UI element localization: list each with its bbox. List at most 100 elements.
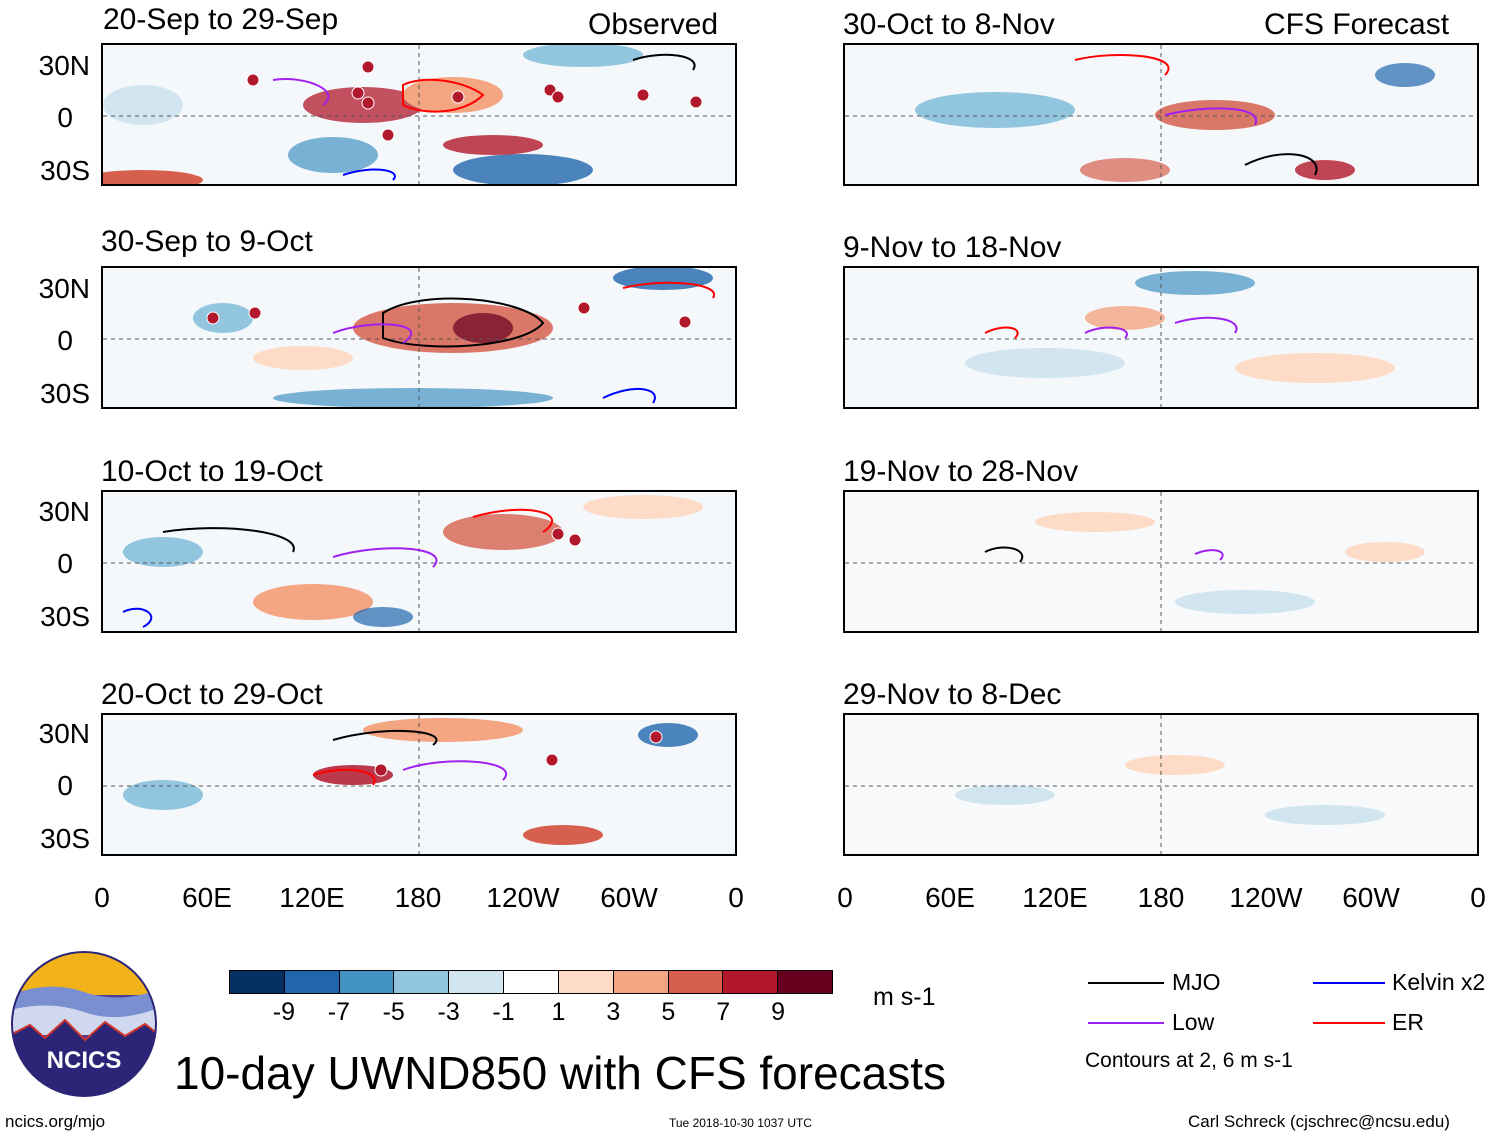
low-contour — [1174, 316, 1238, 334]
colorbar-swatch — [667, 971, 723, 993]
lon-label-60w-left: 60W — [600, 882, 658, 913]
forecast-map-4 — [843, 713, 1479, 856]
kelvin-contour — [122, 607, 153, 628]
storm-marker — [361, 60, 375, 74]
low-contour — [402, 760, 507, 781]
lon-label-60w-right: 60W — [1342, 882, 1400, 913]
lon-label-0-left: 0 — [94, 882, 110, 913]
storm-marker — [451, 90, 465, 104]
kelvin-contour — [342, 168, 396, 181]
mjo-contour — [382, 297, 545, 348]
storm-marker — [361, 96, 375, 110]
wind-anomaly-patch — [1135, 271, 1255, 295]
storm-marker — [248, 306, 262, 320]
observed-map-2 — [101, 266, 737, 409]
lat-label-30n-row3: 30N — [38, 496, 90, 527]
colorbar-tick-label: 1 — [551, 998, 566, 1026]
wind-anomaly-patch — [443, 135, 543, 155]
wind-anomaly-patch — [103, 85, 183, 125]
storm-marker — [568, 533, 582, 547]
colorbar-swatch — [393, 971, 449, 993]
wind-anomaly-patch — [1175, 590, 1315, 614]
low-contour — [332, 323, 413, 344]
colorbar-tick-label: -1 — [492, 998, 515, 1026]
colorbar-swatch — [722, 971, 778, 993]
wind-anomaly-patch — [353, 607, 413, 627]
storm-marker — [206, 311, 220, 325]
lat-label-eq-row1: 0 — [57, 102, 73, 133]
main-title: 10-day UWND850 with CFS forecasts — [174, 1047, 947, 1099]
colorbar-tick-label: -3 — [437, 998, 460, 1026]
lon-label-0-right: 0 — [837, 882, 853, 913]
kelvin-contour — [602, 387, 656, 404]
footer-url[interactable]: ncics.org/mjo — [5, 1112, 106, 1131]
storm-marker — [689, 95, 703, 109]
wind-anomaly-patch — [915, 92, 1075, 128]
wind-anomaly-patch — [965, 348, 1125, 378]
forecast-panel-2-title: 9-Nov to 18-Nov — [843, 231, 1062, 264]
forecast-header: CFS Forecast — [1264, 8, 1450, 41]
lon-label-0-end-left: 0 — [728, 882, 744, 913]
wind-anomaly-patch — [123, 537, 203, 567]
lat-label-eq-row2: 0 — [57, 325, 73, 356]
observed-map-3 — [101, 490, 737, 633]
legend-note: Contours at 2, 6 m s-1 — [1085, 1049, 1293, 1072]
wind-anomaly-patch — [453, 154, 593, 184]
mjo-contour — [984, 546, 1024, 563]
colorbar-swatch — [338, 971, 394, 993]
lon-label-60e-left: 60E — [182, 882, 232, 913]
forecast-map-2 — [843, 266, 1479, 409]
storm-marker — [351, 86, 365, 100]
storm-marker — [678, 315, 692, 329]
forecast-map-3 — [843, 490, 1479, 633]
colorbar-tick-label: -5 — [382, 998, 405, 1026]
wind-anomaly-patch — [583, 495, 703, 519]
observed-header: Observed — [588, 8, 719, 41]
wind-anomaly-patch — [443, 514, 563, 550]
wind-anomaly-patch — [273, 388, 553, 407]
storm-marker — [381, 128, 395, 142]
legend-label-mjo: MJO — [1172, 969, 1221, 995]
wind-anomaly-patch — [1345, 542, 1425, 562]
storm-marker — [551, 527, 565, 541]
wind-anomaly-patch — [123, 780, 203, 810]
colorbar — [229, 970, 833, 994]
lat-label-30s-row3: 30S — [40, 601, 90, 632]
lat-label-eq-row3: 0 — [57, 548, 73, 579]
colorbar-swatch — [557, 971, 613, 993]
observed-panel-2-title: 30-Sep to 9-Oct — [101, 225, 313, 258]
colorbar-swatch — [777, 971, 832, 993]
wind-anomaly-patch — [1235, 353, 1395, 383]
lon-label-120e-right: 120E — [1022, 882, 1088, 913]
colorbar-tick-label: -9 — [272, 998, 296, 1026]
legend-line-er — [1313, 1022, 1385, 1024]
observed-panel-4-title: 20-Oct to 29-Oct — [101, 678, 323, 711]
wind-anomaly-patch — [523, 825, 603, 845]
er-contour — [1074, 54, 1170, 76]
legend-line-kelvin — [1313, 982, 1385, 984]
lat-label-eq-row4: 0 — [57, 770, 73, 801]
mjo-contour — [632, 53, 696, 71]
wind-anomaly-patch — [638, 723, 698, 747]
observed-panel-3-title: 10-Oct to 19-Oct — [101, 455, 323, 488]
lon-label-120w-left: 120W — [486, 882, 560, 913]
low-contour — [1084, 326, 1128, 339]
forecast-panel-1-title: 30-Oct to 8-Nov — [843, 8, 1055, 41]
footer-timestamp: Tue 2018-10-30 1037 UTC — [669, 1116, 812, 1130]
storm-marker — [577, 301, 591, 315]
colorbar-swatch — [283, 971, 339, 993]
lon-label-180-left: 180 — [394, 882, 442, 913]
er-contour — [472, 508, 553, 533]
wind-anomaly-patch — [1295, 160, 1355, 180]
legend-label-er: ER — [1392, 1009, 1424, 1035]
wind-anomaly-patch — [253, 584, 373, 620]
colorbar-tick-label: 5 — [661, 998, 676, 1026]
wind-anomaly-patch — [193, 303, 253, 333]
observed-map-4 — [101, 713, 737, 856]
legend-line-mjo — [1088, 982, 1164, 984]
observed-panel-1-title: 20-Sep to 29-Sep — [103, 3, 339, 36]
legend-label-low: Low — [1172, 1009, 1215, 1035]
low-contour — [1164, 107, 1258, 126]
forecast-panel-4-title: 29-Nov to 8-Dec — [843, 678, 1062, 711]
wind-anomaly-patch — [288, 137, 378, 173]
